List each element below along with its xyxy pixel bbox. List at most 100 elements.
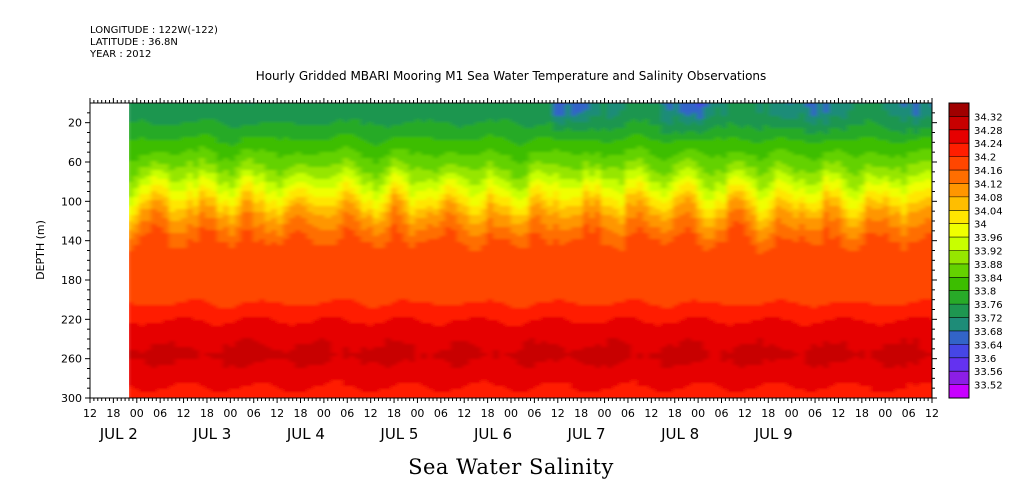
salinity-cell <box>174 116 182 120</box>
salinity-cell <box>384 110 392 114</box>
salinity-cell <box>162 158 170 162</box>
salinity-cell <box>150 353 158 357</box>
salinity-cell <box>132 221 140 225</box>
salinity-cell <box>222 380 230 384</box>
salinity-cell <box>342 149 350 153</box>
salinity-cell <box>162 146 170 150</box>
salinity-cell <box>264 365 272 369</box>
salinity-cell <box>384 215 392 219</box>
salinity-cell <box>282 335 290 339</box>
salinity-cell <box>174 248 182 252</box>
salinity-cell <box>324 143 332 147</box>
salinity-cell <box>384 200 392 204</box>
salinity-cell <box>348 248 356 252</box>
salinity-cell <box>129 284 134 288</box>
salinity-cell <box>366 116 374 120</box>
salinity-cell <box>420 113 428 117</box>
salinity-cell <box>150 245 158 249</box>
salinity-cell <box>144 302 152 306</box>
salinity-cell <box>396 158 404 162</box>
salinity-cell <box>384 119 392 123</box>
salinity-cell <box>252 200 260 204</box>
salinity-cell <box>300 374 308 378</box>
salinity-cell <box>174 131 182 135</box>
salinity-cell <box>294 203 302 207</box>
salinity-cell <box>336 356 344 360</box>
salinity-cell <box>342 113 350 117</box>
salinity-cell <box>276 320 284 324</box>
salinity-cell <box>216 368 224 372</box>
salinity-cell <box>402 260 410 264</box>
salinity-cell <box>390 200 398 204</box>
salinity-cell <box>264 284 272 288</box>
salinity-cell <box>144 245 152 249</box>
salinity-cell <box>402 290 410 294</box>
salinity-cell <box>252 284 260 288</box>
salinity-cell <box>246 194 254 198</box>
salinity-cell <box>246 383 254 387</box>
salinity-cell <box>420 164 428 168</box>
salinity-cell <box>396 103 404 105</box>
salinity-cell <box>156 185 164 189</box>
salinity-cell <box>414 197 422 201</box>
salinity-cell <box>156 191 164 195</box>
salinity-cell <box>138 128 146 132</box>
salinity-cell <box>174 155 182 159</box>
salinity-cell <box>252 314 260 318</box>
salinity-cell <box>156 203 164 207</box>
salinity-cell <box>174 236 182 240</box>
salinity-cell <box>396 356 404 360</box>
salinity-cell <box>348 143 356 147</box>
salinity-cell <box>264 122 272 126</box>
salinity-cell <box>294 146 302 150</box>
salinity-cell <box>198 194 206 198</box>
salinity-cell <box>282 182 290 186</box>
salinity-cell <box>366 155 374 159</box>
salinity-cell <box>156 392 164 396</box>
salinity-cell <box>216 149 224 153</box>
salinity-cell <box>216 305 224 309</box>
salinity-cell <box>402 161 410 165</box>
salinity-cell <box>420 173 428 177</box>
salinity-cell <box>372 116 380 120</box>
salinity-cell <box>144 131 152 135</box>
salinity-cell <box>324 296 332 300</box>
salinity-cell <box>180 329 188 333</box>
salinity-cell <box>366 371 374 375</box>
salinity-cell <box>216 161 224 165</box>
salinity-cell <box>306 377 314 381</box>
salinity-cell <box>330 254 338 258</box>
salinity-cell <box>264 161 272 165</box>
salinity-cell <box>210 188 218 192</box>
salinity-cell <box>168 353 176 357</box>
salinity-cell <box>168 161 176 165</box>
salinity-cell <box>408 386 416 390</box>
salinity-cell <box>348 377 356 381</box>
salinity-cell <box>258 218 266 222</box>
salinity-cell <box>204 290 212 294</box>
salinity-cell <box>174 173 182 177</box>
salinity-cell <box>162 167 170 171</box>
salinity-cell <box>210 194 218 198</box>
salinity-cell <box>348 122 356 126</box>
salinity-cell <box>306 287 314 291</box>
salinity-cell <box>270 239 278 243</box>
salinity-cell <box>198 353 206 357</box>
salinity-cell <box>222 128 230 132</box>
salinity-cell <box>396 377 404 381</box>
salinity-cell <box>174 380 182 384</box>
salinity-cell <box>348 239 356 243</box>
salinity-cell <box>168 302 176 306</box>
salinity-cell <box>186 103 194 105</box>
salinity-cell <box>132 103 140 105</box>
salinity-cell <box>258 230 266 234</box>
salinity-cell <box>408 368 416 372</box>
salinity-cell <box>150 374 158 378</box>
salinity-cell <box>282 290 290 294</box>
salinity-cell <box>252 269 260 273</box>
salinity-cell <box>186 248 194 252</box>
salinity-cell <box>354 245 362 249</box>
salinity-cell <box>414 260 422 264</box>
salinity-cell <box>378 308 386 312</box>
salinity-cell <box>282 146 290 150</box>
